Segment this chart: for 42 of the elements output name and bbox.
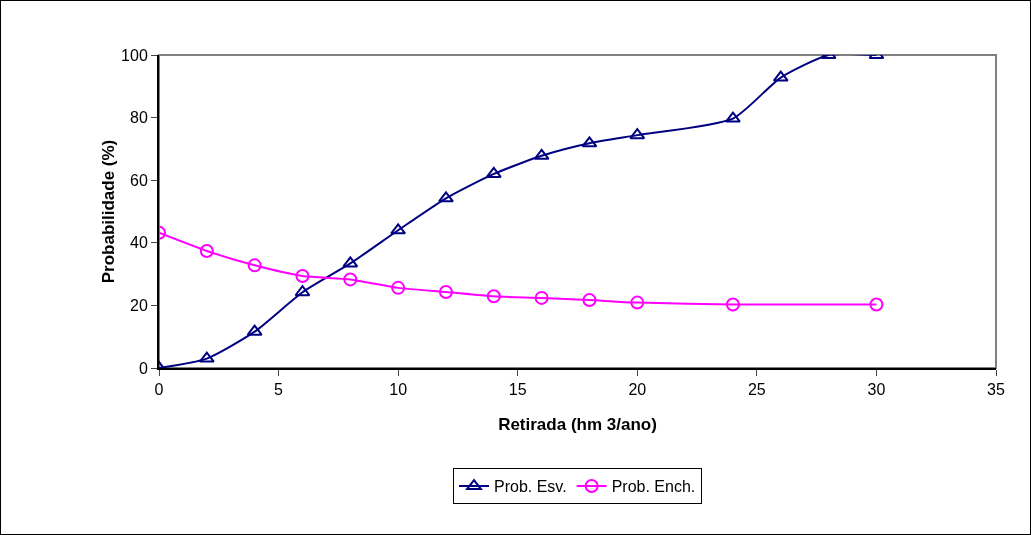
point [295, 268, 310, 283]
x-tick-label: 0 [154, 381, 164, 399]
point [294, 285, 311, 297]
x-tick-label: 5 [274, 381, 284, 399]
legend-label: Prob. Esv. [494, 478, 567, 496]
point [725, 111, 741, 123]
point [390, 223, 407, 235]
point [725, 297, 740, 312]
point [343, 272, 358, 287]
point [485, 166, 502, 178]
point [534, 290, 549, 305]
point [438, 191, 454, 203]
point [486, 289, 501, 304]
point [246, 324, 263, 336]
x-tick-label: 25 [747, 381, 766, 399]
point [582, 293, 597, 308]
y-tick-label: 80 [130, 109, 148, 127]
y-tick-label: 100 [121, 46, 148, 64]
y-tick-label: 40 [130, 234, 148, 252]
point [247, 258, 262, 273]
point [629, 128, 646, 140]
point [869, 297, 884, 312]
legend-label: Prob. Ench. [611, 478, 696, 496]
point [438, 284, 453, 299]
point [630, 295, 645, 310]
x-tick-label: 15 [508, 381, 527, 399]
x-tick-label: 20 [628, 381, 647, 399]
x-axis-title: Retirada (hm 3/ano) [498, 415, 657, 434]
x-tick-label: 35 [987, 381, 1005, 399]
point [199, 243, 214, 258]
y-tick-label: 0 [138, 359, 148, 377]
y-tick-label: 60 [130, 171, 148, 189]
point [342, 256, 359, 268]
point [391, 280, 406, 295]
point [581, 136, 598, 148]
point [772, 70, 789, 82]
x-tick-label: 30 [867, 381, 886, 399]
y-tick-label: 20 [130, 297, 148, 314]
point [198, 351, 215, 363]
point [533, 148, 550, 160]
x-tick-label: 10 [389, 381, 408, 399]
y-axis-title: Probabilidade (%) [99, 139, 118, 284]
